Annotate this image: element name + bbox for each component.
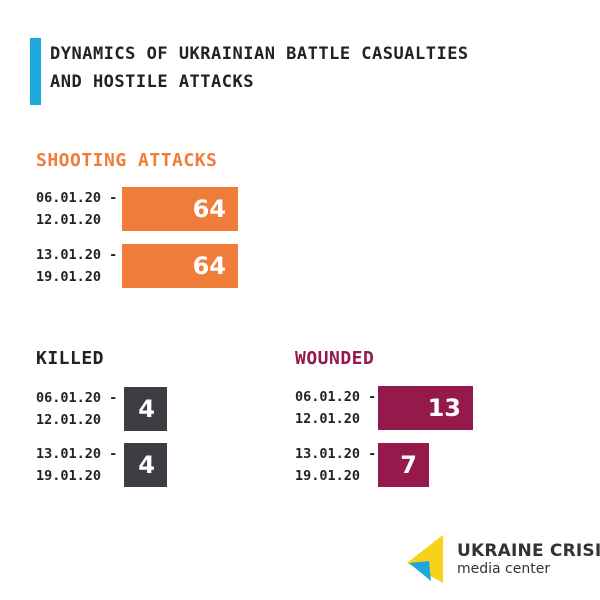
killed-bar-2: 4 (124, 443, 167, 487)
logo-subtitle: media center (457, 561, 551, 577)
wounded-bar-1: 13 (378, 386, 473, 430)
shooting-row-1-label-end: 12.01.20 (36, 212, 102, 228)
title-line-1: DYNAMICS OF UKRAINIAN BATTLE CASUALTIES (50, 44, 469, 64)
wounded-bar-2: 7 (378, 443, 429, 487)
title-accent-bar (30, 38, 41, 105)
shooting-bar-2-value: 64 (192, 252, 226, 280)
wounded-row-1-label-start: 06.01.20 - (295, 389, 377, 405)
shooting-row-2: 13.01.20 - 19.01.20 64 (36, 244, 256, 290)
logo-title: UKRAINE CRISIS (457, 541, 600, 561)
wounded-row-2: 13.01.20 - 19.01.20 7 (295, 443, 575, 489)
shooting-row-1-label: 06.01.20 - 12.01.20 (36, 187, 126, 231)
wounded-title: WOUNDED (295, 348, 375, 369)
wounded-row-2-label-start: 13.01.20 - (295, 446, 377, 462)
killed-title: KILLED (36, 348, 105, 369)
shooting-bar-2: 64 (122, 244, 238, 288)
killed-row-2-label: 13.01.20 - 19.01.20 (36, 443, 126, 487)
wounded-bar-2-value: 7 (400, 451, 417, 479)
shooting-row-2-label: 13.01.20 - 19.01.20 (36, 244, 126, 288)
shooting-bar-1-value: 64 (192, 195, 226, 223)
shooting-row-2-label-end: 19.01.20 (36, 269, 102, 285)
killed-row-1-label-end: 12.01.20 (36, 412, 102, 428)
ukraine-crisis-flag-icon (407, 535, 443, 583)
killed-bar-1-value: 4 (138, 395, 155, 423)
ukraine-crisis-logo: UKRAINE CRISIS media center (405, 535, 600, 585)
wounded-bar-1-value: 13 (427, 394, 461, 422)
killed-row-2: 13.01.20 - 19.01.20 4 (36, 443, 236, 489)
wounded-row-1: 06.01.20 - 12.01.20 13 (295, 386, 575, 432)
title-line-2: AND HOSTILE ATTACKS (50, 72, 254, 92)
killed-row-2-label-start: 13.01.20 - (36, 446, 118, 462)
killed-row-1-label: 06.01.20 - 12.01.20 (36, 387, 126, 431)
killed-bar-1: 4 (124, 387, 167, 431)
wounded-row-1-label-end: 12.01.20 (295, 411, 361, 427)
wounded-row-2-label-end: 19.01.20 (295, 468, 361, 484)
shooting-row-1: 06.01.20 - 12.01.20 64 (36, 187, 256, 233)
killed-row-1: 06.01.20 - 12.01.20 4 (36, 387, 236, 433)
page-title: DYNAMICS OF UKRAINIAN BATTLE CASUALTIES … (50, 40, 570, 96)
shooting-attacks-title: SHOOTING ATTACKS (36, 150, 218, 171)
killed-bar-2-value: 4 (138, 451, 155, 479)
shooting-row-1-label-start: 06.01.20 - (36, 190, 118, 206)
shooting-row-2-label-start: 13.01.20 - (36, 247, 118, 263)
wounded-row-2-label: 13.01.20 - 19.01.20 (295, 443, 385, 487)
wounded-row-1-label: 06.01.20 - 12.01.20 (295, 386, 385, 430)
killed-row-2-label-end: 19.01.20 (36, 468, 102, 484)
killed-row-1-label-start: 06.01.20 - (36, 390, 118, 406)
shooting-bar-1: 64 (122, 187, 238, 231)
